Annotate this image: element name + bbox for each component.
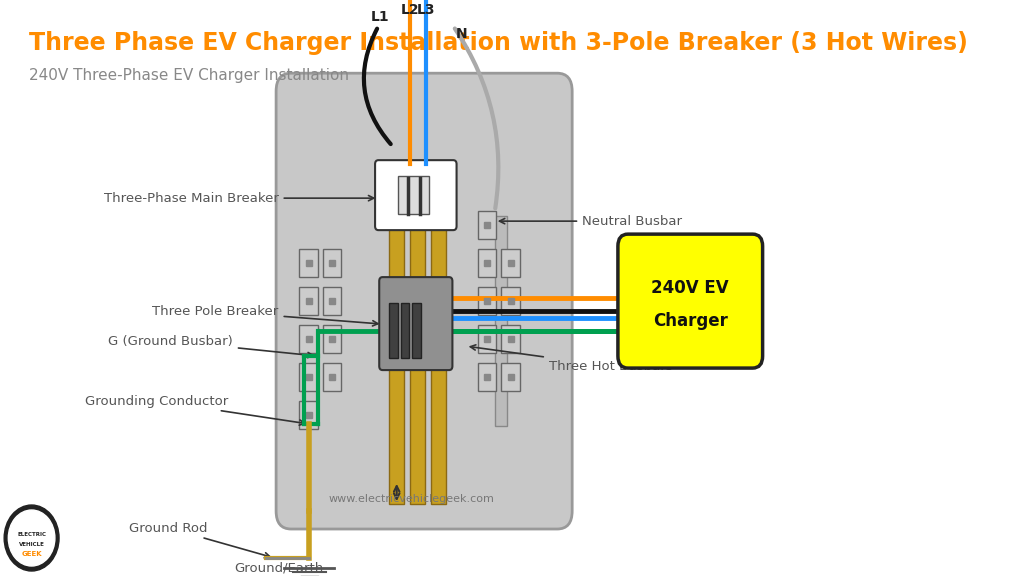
Bar xyxy=(400,303,410,358)
Bar xyxy=(299,401,317,429)
Text: L2: L2 xyxy=(400,3,419,17)
Text: L3: L3 xyxy=(417,3,435,17)
Text: Three Phase EV Charger Installation with 3-Pole Breaker (3 Hot Wires): Three Phase EV Charger Installation with… xyxy=(29,31,968,55)
Bar xyxy=(413,303,421,358)
Text: GEEK: GEEK xyxy=(22,551,42,557)
Text: www.electricvehiclegeek.com: www.electricvehiclegeek.com xyxy=(329,494,495,504)
Bar xyxy=(478,363,497,391)
Text: Neutral Busbar: Neutral Busbar xyxy=(500,215,682,228)
Bar xyxy=(502,249,520,277)
Circle shape xyxy=(4,505,59,571)
Text: Charger: Charger xyxy=(653,312,728,330)
FancyBboxPatch shape xyxy=(379,277,453,370)
Text: L1: L1 xyxy=(371,10,389,24)
Bar xyxy=(478,287,497,315)
Bar xyxy=(323,325,341,353)
Text: Grounding Conductor: Grounding Conductor xyxy=(85,395,305,425)
Bar xyxy=(410,174,425,504)
Text: Three Pole Breaker: Three Pole Breaker xyxy=(153,305,378,326)
Bar xyxy=(397,176,429,214)
Text: Ground Rod: Ground Rod xyxy=(129,521,270,558)
Bar xyxy=(299,287,317,315)
Text: Three Hot Busbars: Three Hot Busbars xyxy=(470,345,673,373)
Bar xyxy=(502,287,520,315)
Bar xyxy=(323,363,341,391)
Text: 240V Three-Phase EV Charger Installation: 240V Three-Phase EV Charger Installation xyxy=(29,68,349,83)
Bar xyxy=(323,249,341,277)
Bar xyxy=(299,325,317,353)
Bar xyxy=(495,216,507,426)
Bar xyxy=(389,303,397,358)
Text: ELECTRIC: ELECTRIC xyxy=(17,532,46,536)
Bar xyxy=(502,325,520,353)
Text: Ground/Earth: Ground/Earth xyxy=(233,561,324,574)
Text: VEHICLE: VEHICLE xyxy=(18,541,44,547)
Bar xyxy=(389,174,404,504)
Bar xyxy=(299,249,317,277)
Bar xyxy=(299,363,317,391)
Bar xyxy=(323,287,341,315)
FancyBboxPatch shape xyxy=(375,160,457,230)
Text: N: N xyxy=(456,27,467,41)
Bar xyxy=(478,211,497,239)
Text: 240V EV: 240V EV xyxy=(651,279,729,297)
Bar xyxy=(478,325,497,353)
FancyBboxPatch shape xyxy=(276,73,572,529)
Bar xyxy=(502,363,520,391)
Text: Three-Phase Main Breaker: Three-Phase Main Breaker xyxy=(103,192,374,204)
Text: G (Ground Busbar): G (Ground Busbar) xyxy=(109,335,313,358)
Circle shape xyxy=(8,510,55,566)
Bar xyxy=(431,174,445,504)
Bar xyxy=(478,249,497,277)
FancyBboxPatch shape xyxy=(617,234,763,368)
